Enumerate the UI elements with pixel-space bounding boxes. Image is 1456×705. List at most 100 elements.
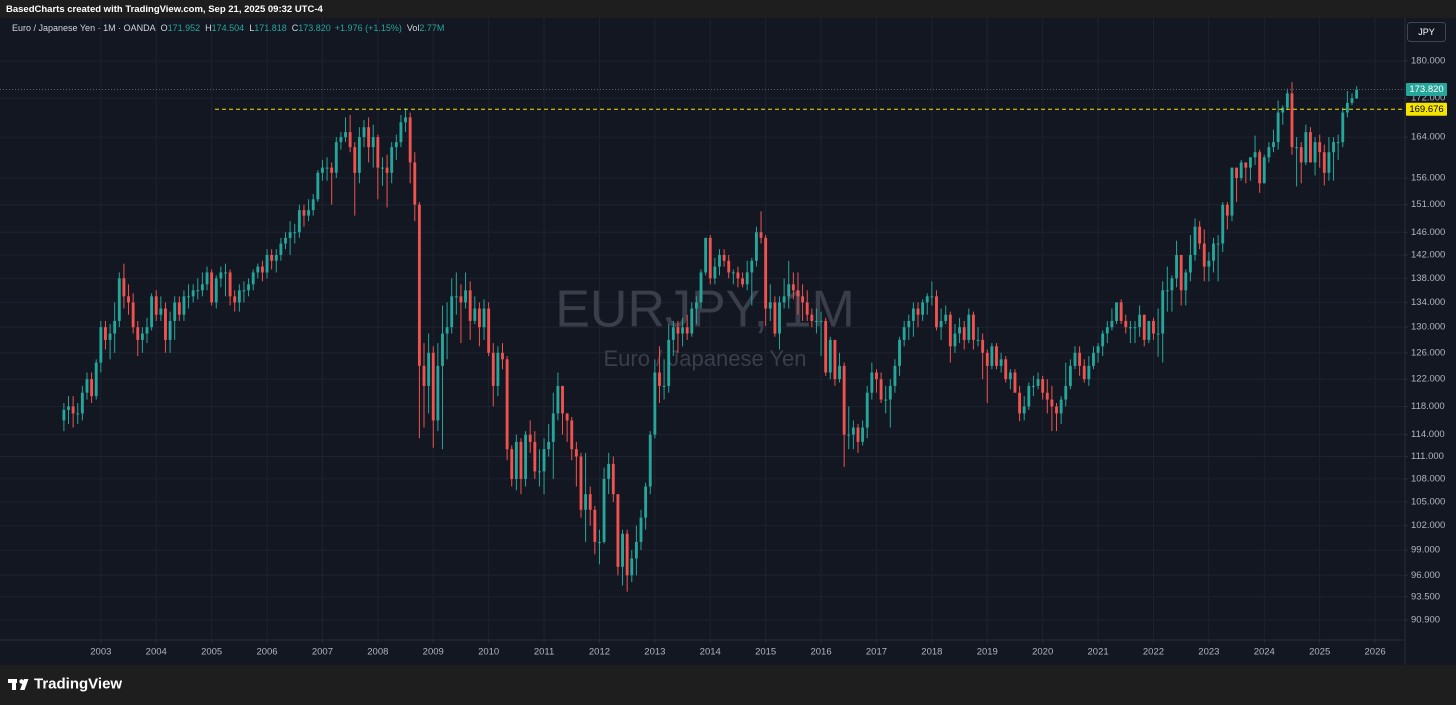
candle-body bbox=[482, 308, 486, 328]
candle-body bbox=[450, 296, 454, 328]
candle-body bbox=[574, 449, 578, 457]
y-tick-label: 90.900 bbox=[1411, 614, 1440, 625]
candle-body bbox=[667, 339, 671, 386]
candle-body bbox=[381, 167, 384, 169]
candle-body bbox=[538, 471, 541, 473]
candle-body bbox=[1032, 385, 1035, 387]
overlays bbox=[0, 89, 1405, 110]
candle-body bbox=[796, 290, 800, 297]
candle-body bbox=[99, 327, 103, 363]
candle-body bbox=[1355, 89, 1359, 99]
candle-body bbox=[634, 541, 638, 559]
candle-body bbox=[251, 272, 255, 285]
candle-body bbox=[718, 254, 721, 267]
candle-body bbox=[1133, 327, 1137, 329]
watermark-subtitle: Euro / Japanese Yen bbox=[603, 346, 806, 371]
candle-body bbox=[362, 127, 366, 138]
candle-body bbox=[1285, 93, 1289, 108]
candle-body bbox=[662, 385, 666, 387]
candle-body bbox=[745, 272, 749, 285]
candle-body bbox=[971, 314, 975, 340]
candle-body bbox=[113, 320, 117, 334]
candle-body bbox=[676, 327, 680, 334]
candle-body bbox=[644, 486, 648, 518]
candle-body bbox=[260, 266, 264, 273]
candle-body bbox=[833, 339, 837, 380]
candle-body bbox=[838, 365, 841, 380]
candle-body bbox=[879, 379, 883, 400]
candle-body bbox=[404, 117, 407, 123]
x-tick-label: 2017 bbox=[866, 647, 887, 658]
candle-body bbox=[898, 339, 901, 366]
x-tick-label: 2011 bbox=[534, 647, 554, 658]
candle-body bbox=[1345, 102, 1349, 113]
candle-body bbox=[1276, 112, 1280, 143]
level-label: 169.676 bbox=[1409, 104, 1443, 115]
candle-body bbox=[371, 137, 375, 148]
currency-button[interactable] bbox=[1407, 22, 1446, 42]
candle-body bbox=[297, 210, 301, 233]
candle-body bbox=[1105, 327, 1109, 334]
candle-body bbox=[1184, 272, 1188, 291]
candle-body bbox=[1156, 333, 1160, 335]
x-tick-label: 2003 bbox=[90, 647, 111, 658]
candle-body bbox=[131, 302, 135, 328]
candle-body bbox=[284, 237, 287, 244]
candle-body bbox=[1041, 379, 1045, 393]
y-tick-label: 180.000 bbox=[1411, 55, 1445, 66]
candle-body bbox=[210, 272, 214, 303]
candle-body bbox=[177, 302, 181, 315]
candle-body bbox=[598, 541, 601, 543]
candle-body bbox=[270, 254, 274, 261]
candle-body bbox=[685, 327, 689, 334]
candle-body bbox=[145, 327, 149, 334]
candle-body bbox=[224, 272, 227, 274]
candle-body bbox=[191, 290, 195, 297]
candle-body bbox=[713, 266, 717, 279]
legend-key: H bbox=[205, 23, 212, 33]
y-tick-label: 102.000 bbox=[1411, 520, 1445, 531]
candle-body bbox=[1110, 320, 1114, 328]
y-tick-label: 130.000 bbox=[1411, 322, 1445, 333]
candle-body bbox=[1350, 98, 1354, 103]
legend-key: O bbox=[161, 23, 168, 33]
candle-body bbox=[865, 392, 869, 428]
candle-body bbox=[67, 406, 70, 410]
candle-body bbox=[888, 385, 892, 400]
currency-label[interactable]: JPY bbox=[1418, 27, 1435, 37]
candle-body bbox=[731, 272, 735, 274]
candle-body bbox=[565, 413, 569, 421]
candle-body bbox=[187, 296, 190, 298]
y-tick-label: 134.000 bbox=[1411, 297, 1445, 308]
candle-body bbox=[1318, 142, 1322, 153]
candle-body bbox=[367, 127, 371, 148]
candle-body bbox=[205, 272, 209, 285]
candle-body bbox=[334, 142, 338, 173]
candle-body bbox=[514, 441, 518, 479]
candle-body bbox=[611, 463, 615, 495]
candle-body bbox=[967, 314, 971, 340]
y-tick-label: 99.000 bbox=[1411, 545, 1440, 556]
candle-body bbox=[1198, 226, 1202, 244]
candle-body bbox=[330, 167, 334, 173]
candle-body bbox=[588, 494, 592, 510]
candle-body bbox=[875, 372, 878, 380]
candle-body bbox=[445, 327, 449, 334]
candle-body bbox=[1281, 107, 1285, 113]
brand-name: TradingView bbox=[34, 675, 122, 692]
candle-body bbox=[390, 147, 394, 173]
x-tick-label: 2018 bbox=[921, 647, 942, 658]
candle-body bbox=[316, 172, 320, 200]
candle-body bbox=[431, 352, 435, 421]
candle-body bbox=[427, 352, 431, 386]
candle-body bbox=[436, 365, 440, 421]
candle-body bbox=[607, 463, 611, 479]
candle-body bbox=[528, 434, 532, 442]
x-tick-label: 2026 bbox=[1365, 647, 1386, 658]
candle-body bbox=[1008, 372, 1012, 380]
x-tick-label: 2025 bbox=[1309, 647, 1330, 658]
legend-key: L bbox=[249, 23, 254, 33]
candle-body bbox=[1142, 314, 1146, 340]
candle-body bbox=[274, 254, 278, 261]
legend-value: 171.952 bbox=[168, 23, 201, 33]
